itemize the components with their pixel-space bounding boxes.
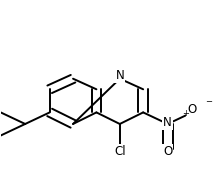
Text: +: + <box>182 109 189 118</box>
Text: −: − <box>205 97 213 106</box>
Text: N: N <box>115 69 124 82</box>
Text: O: O <box>163 145 172 158</box>
Text: Cl: Cl <box>114 145 126 158</box>
Text: O: O <box>187 103 197 116</box>
Text: N: N <box>163 116 172 129</box>
